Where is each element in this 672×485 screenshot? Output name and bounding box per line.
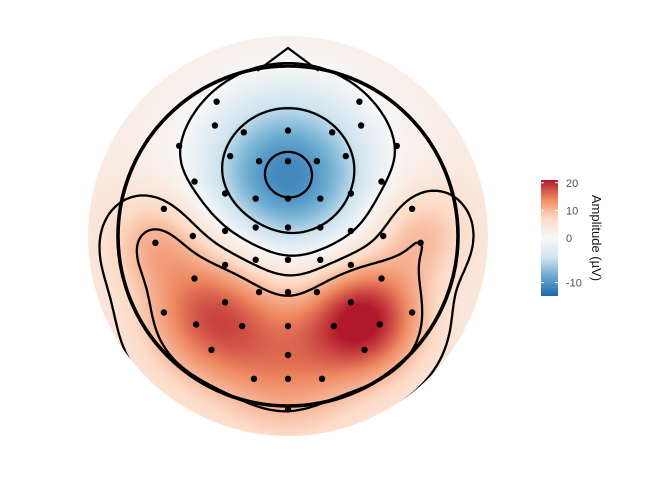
electrode-57 (318, 375, 326, 382)
electrode-14 (393, 142, 400, 150)
electrode-51 (376, 321, 383, 328)
electrode-20 (347, 190, 355, 197)
electrode-43 (284, 288, 292, 296)
electrode-35 (252, 256, 259, 263)
electrode-19 (317, 195, 324, 202)
electrode-27 (317, 224, 324, 231)
colorbar-tick-label: 10 (566, 205, 578, 217)
electrode-42 (255, 288, 263, 296)
electrode-36 (284, 256, 292, 263)
electrode-34 (221, 261, 229, 269)
colorbar-tick-label: 0 (566, 233, 572, 245)
electrode-32 (417, 239, 424, 246)
electrode-5 (284, 127, 292, 134)
electrode-54 (361, 346, 368, 354)
electrode-6 (329, 129, 336, 136)
nose-outline (256, 46, 320, 72)
electrode-17 (252, 195, 259, 202)
electrode-11 (284, 158, 292, 165)
colorbar: 20 10 0 -10 Amplitude (µV) (541, 178, 604, 296)
colorbar-tick-label: 20 (566, 178, 578, 190)
electrode-8 (176, 142, 183, 150)
electrode-55 (250, 375, 258, 382)
electrode-58 (284, 406, 292, 413)
head-circle (116, 64, 460, 408)
electrode-4 (240, 129, 247, 136)
colorbar-gradient (541, 180, 558, 296)
electrode-48 (238, 322, 246, 330)
electrode-24 (221, 227, 229, 235)
electrode-53 (284, 351, 292, 359)
colorbar-ticks: 20 10 0 -10 (541, 178, 582, 290)
electrode-50 (330, 322, 338, 330)
electrode-46 (408, 309, 416, 316)
colorbar-tick-label: -10 (566, 278, 582, 290)
electrode-37 (317, 256, 324, 263)
head-outline (116, 46, 460, 408)
electrode-38 (347, 261, 355, 269)
electrode-45 (347, 299, 355, 306)
electrode-3 (211, 122, 219, 129)
electrode-13 (342, 152, 349, 160)
electrode-12 (313, 158, 321, 165)
electrode-25 (252, 224, 259, 231)
amplitude-heatmap (88, 36, 488, 436)
contour-lines (98, 61, 475, 436)
electrode-9 (227, 152, 234, 160)
electrode-16 (221, 190, 229, 197)
electrodes (152, 98, 424, 413)
electrode-56 (284, 375, 292, 382)
electrode-33 (191, 275, 198, 282)
electrode-31 (152, 239, 159, 246)
electrode-47 (193, 321, 200, 328)
electrode-23 (189, 232, 196, 240)
electrode-26 (284, 224, 292, 231)
electrode-40 (160, 309, 168, 316)
electrode-1 (213, 98, 220, 105)
electrode-41 (221, 299, 229, 306)
electrode-52 (208, 346, 215, 354)
electrode-29 (380, 232, 387, 240)
electrode-39 (378, 275, 385, 282)
colorbar-title: Amplitude (µV) (589, 195, 604, 281)
electrode-49 (284, 322, 292, 330)
electrode-21 (378, 178, 385, 185)
electrode-10 (255, 158, 263, 165)
contour-line-level-neg10 (263, 150, 314, 199)
electrode-18 (284, 195, 292, 202)
electrode-44 (313, 288, 321, 296)
electrode-30 (408, 205, 416, 212)
electrode-2 (356, 98, 363, 105)
electrode-7 (357, 122, 365, 129)
electrode-28 (347, 227, 355, 235)
electrode-15 (191, 178, 198, 185)
electrode-22 (160, 205, 168, 212)
